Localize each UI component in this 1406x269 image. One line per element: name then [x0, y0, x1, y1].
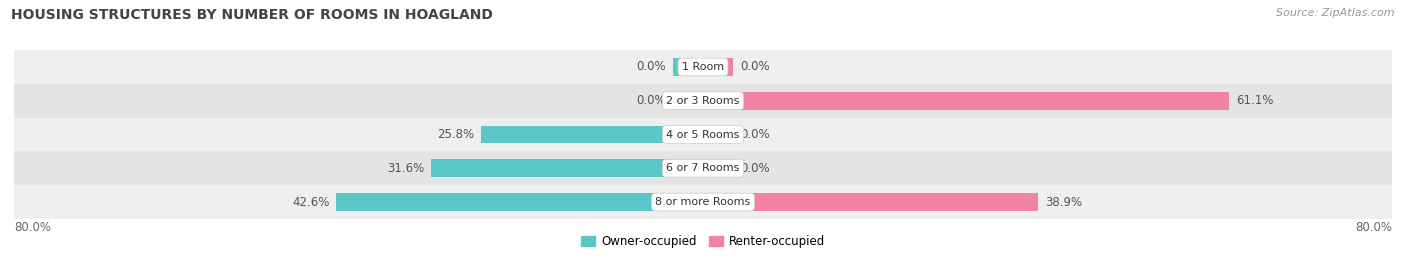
Text: 0.0%: 0.0%	[637, 61, 666, 73]
Bar	[673, 58, 703, 76]
Bar	[481, 126, 703, 143]
Bar	[703, 193, 1038, 211]
Text: 80.0%: 80.0%	[1355, 221, 1392, 234]
Text: 25.8%: 25.8%	[437, 128, 474, 141]
Legend: Owner-occupied, Renter-occupied: Owner-occupied, Renter-occupied	[576, 230, 830, 253]
Bar	[14, 50, 1392, 84]
Text: 80.0%: 80.0%	[14, 221, 51, 234]
Text: 0.0%: 0.0%	[740, 162, 769, 175]
Bar	[336, 193, 703, 211]
Text: 31.6%: 31.6%	[387, 162, 425, 175]
Text: 4 or 5 Rooms: 4 or 5 Rooms	[666, 129, 740, 140]
Bar	[703, 92, 1229, 109]
Text: 2 or 3 Rooms: 2 or 3 Rooms	[666, 96, 740, 106]
Text: 38.9%: 38.9%	[1045, 196, 1083, 208]
Bar	[673, 92, 703, 109]
Text: 6 or 7 Rooms: 6 or 7 Rooms	[666, 163, 740, 173]
Bar	[703, 160, 733, 177]
Bar	[703, 58, 733, 76]
Text: 1 Room: 1 Room	[682, 62, 724, 72]
Text: 61.1%: 61.1%	[1236, 94, 1274, 107]
Bar	[703, 126, 733, 143]
Text: 0.0%: 0.0%	[740, 128, 769, 141]
Bar	[430, 160, 703, 177]
Text: HOUSING STRUCTURES BY NUMBER OF ROOMS IN HOAGLAND: HOUSING STRUCTURES BY NUMBER OF ROOMS IN…	[11, 8, 494, 22]
Text: Source: ZipAtlas.com: Source: ZipAtlas.com	[1277, 8, 1395, 18]
Bar	[14, 151, 1392, 185]
Bar	[14, 185, 1392, 219]
Bar	[14, 118, 1392, 151]
Text: 42.6%: 42.6%	[292, 196, 329, 208]
Text: 0.0%: 0.0%	[740, 61, 769, 73]
Text: 8 or more Rooms: 8 or more Rooms	[655, 197, 751, 207]
Bar	[14, 84, 1392, 118]
Text: 0.0%: 0.0%	[637, 94, 666, 107]
